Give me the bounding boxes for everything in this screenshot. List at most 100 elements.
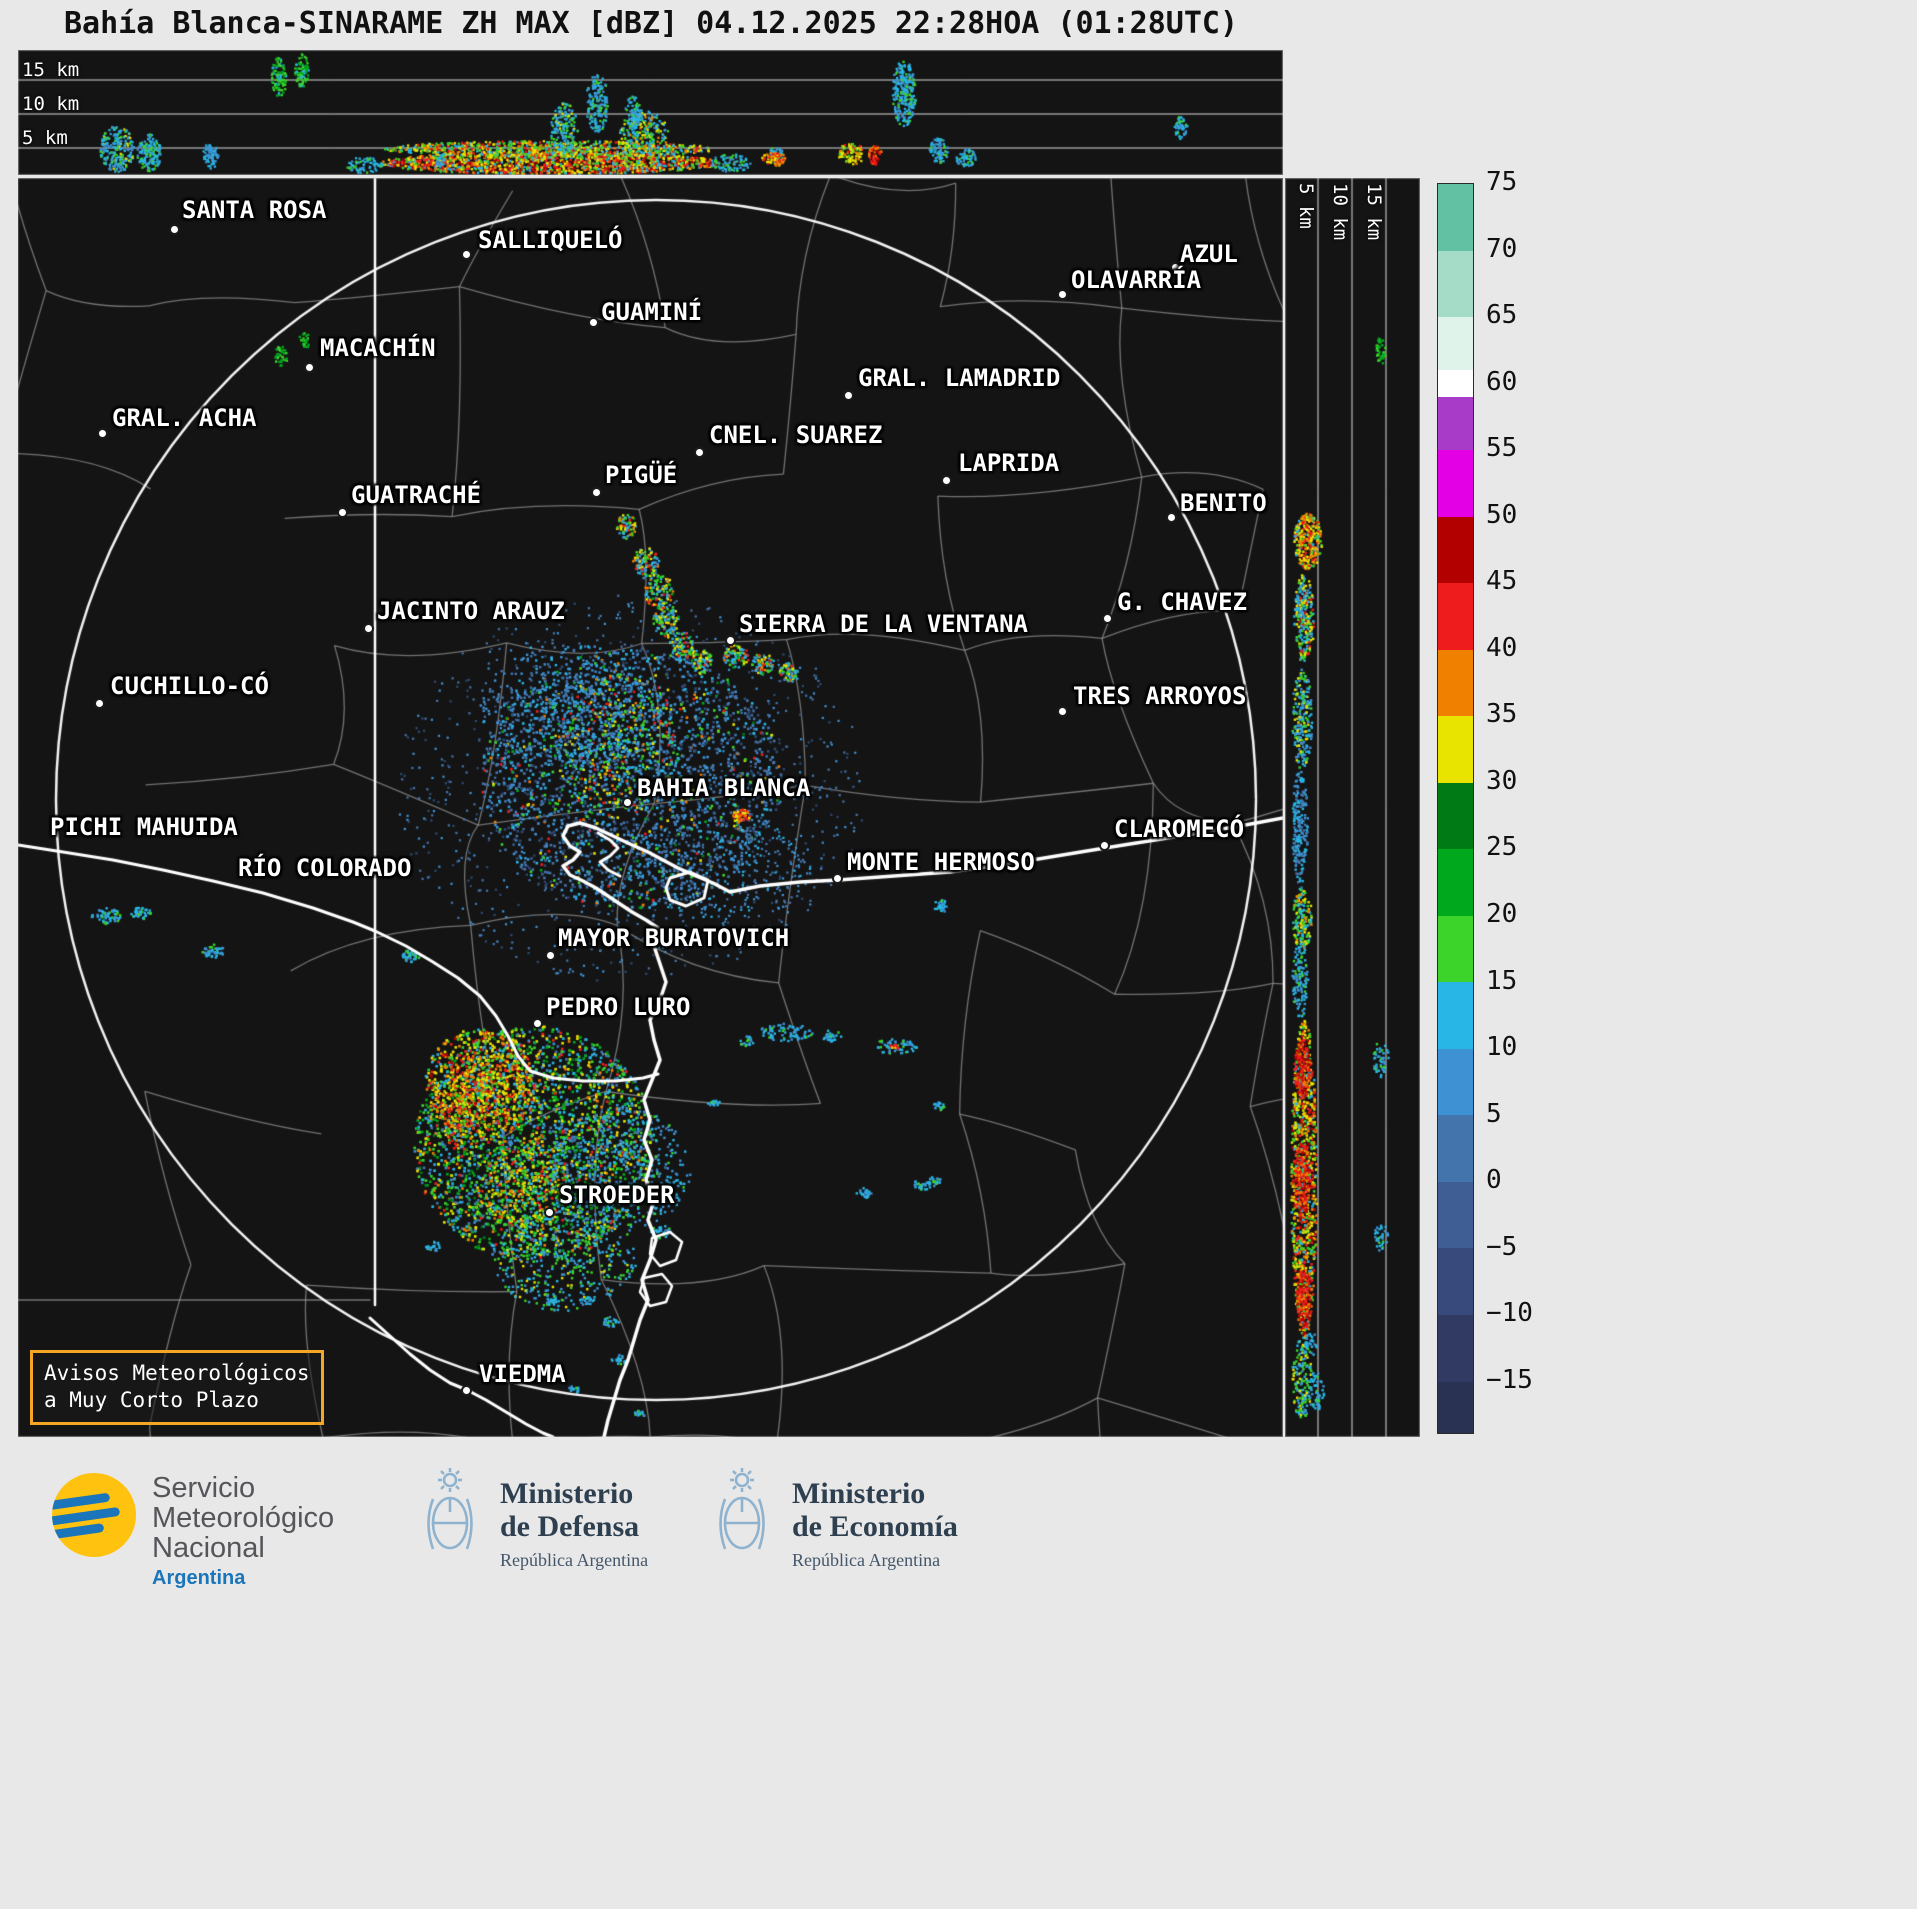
coat-of-arms-icon: [427, 1468, 473, 1550]
altitude-label-top-0: 15 km: [22, 59, 80, 81]
colorbar-block-19: [1438, 1381, 1473, 1433]
city-marker-viedma: [461, 1385, 472, 1396]
colorbar-tick-20: 20: [1486, 898, 1518, 929]
city-label-pedro-luro: PEDRO LURO: [546, 993, 691, 1021]
economia-line2: de Economía: [792, 1510, 958, 1543]
colorbar-block-5: [1438, 450, 1473, 517]
city-marker-jacinto-arauz: [363, 623, 374, 634]
city-marker-azul: [1170, 262, 1181, 273]
colorbar-block-12: [1438, 915, 1473, 983]
city-label-claromeco: CLAROMECÓ: [1114, 815, 1245, 843]
radar-map-panel: SANTA ROSA SALLIQUELÓ GUAMINÍ AZUL OLAVARRÍA…: [18, 178, 1283, 1437]
city-label-guamini: GUAMINÍ: [601, 298, 703, 326]
colorbar-tick-−5: −5: [1486, 1231, 1518, 1262]
top-cross-section-canvas: [18, 50, 1283, 175]
altitude-label-right-2: 15 km: [1363, 183, 1385, 241]
altitude-label-top-2: 5 km: [22, 127, 68, 149]
city-marker-salliquelo: [461, 249, 472, 260]
warning-box-line1: Avisos Meteorológicos: [44, 1361, 310, 1385]
colorbar-block-9: [1438, 716, 1473, 783]
dbz-colorbar-blocks: [1438, 184, 1473, 1433]
city-label-ri-o-colorado: RÍO COLORADO: [238, 854, 412, 882]
colorbar-block-15: [1438, 1115, 1473, 1182]
city-marker-benito: [1166, 512, 1177, 523]
ministerio-defensa-logo: Ministerio de Defensa República Argentin…: [420, 1465, 648, 1571]
city-label-pigu-e: PIGÜÉ: [605, 461, 678, 489]
city-label-gral-lamadrid: GRAL. LAMADRID: [858, 364, 1061, 392]
colorbar-tick-30: 30: [1486, 765, 1518, 796]
city-marker-cuchillo-co: [94, 698, 105, 709]
city-marker-olavarri-a: [1057, 289, 1068, 300]
city-label-salliquelo: SALLIQUELÓ: [478, 226, 623, 254]
city-marker-bahia-blanca: [622, 797, 633, 808]
altitude-label-right-1: 10 km: [1329, 183, 1351, 241]
top-cross-section-panel: 15 km 10 km 5 km: [18, 50, 1283, 175]
defensa-sub: República Argentina: [500, 1550, 649, 1570]
colorbar-tick-5: 5: [1486, 1098, 1502, 1129]
smn-logo-icon: [52, 1473, 136, 1557]
city-label-azul: AZUL: [1180, 240, 1238, 268]
colorbar-tick-75: 75: [1486, 167, 1518, 197]
altitude-label-right-0: 5 km: [1295, 183, 1317, 229]
colorbar-tick-10: 10: [1486, 1032, 1518, 1063]
colorbar-tick-−15: −15: [1486, 1364, 1533, 1395]
ministerio-economia-logo: Ministerio de Economía República Argenti…: [712, 1465, 958, 1571]
colorbar-block-3: [1438, 370, 1473, 397]
colorbar-tick-15: 15: [1486, 965, 1518, 996]
right-cross-section-canvas: [1285, 178, 1420, 1437]
colorbar-block-2: [1438, 317, 1473, 371]
economia-sub: República Argentina: [792, 1550, 941, 1570]
economia-line1: Ministerio: [792, 1477, 926, 1510]
colorbar-tick-60: 60: [1486, 366, 1518, 397]
city-marker-pigu-e: [591, 487, 602, 498]
city-label-gral-acha: GRAL. ACHA: [112, 404, 257, 432]
city-marker-mayor-buratovich: [545, 950, 556, 961]
city-label-tres-arroyos: TRES ARROYOS: [1073, 682, 1247, 710]
colorbar-tick-35: 35: [1486, 699, 1518, 730]
colorbar-block-11: [1438, 849, 1473, 916]
coat-of-arms-icon: [719, 1468, 765, 1550]
colorbar-tick-65: 65: [1486, 300, 1518, 331]
city-marker-pedro-luro: [532, 1018, 543, 1029]
colorbar-block-7: [1438, 583, 1473, 650]
smn-logo-text: Servicio Meteorológico Nacional Argentin…: [152, 1473, 334, 1589]
colorbar-tick-50: 50: [1486, 499, 1518, 530]
ministerio-economia-text: Ministerio de Economía República Argenti…: [792, 1465, 958, 1571]
city-label-monte-hermoso: MONTE HERMOSO: [847, 848, 1035, 876]
city-marker-macachi-n: [304, 362, 315, 373]
city-marker-g-chavez: [1102, 613, 1113, 624]
colorbar-block-17: [1438, 1248, 1473, 1316]
colorbar-block-4: [1438, 396, 1473, 451]
city-marker-tres-arroyos: [1057, 706, 1068, 717]
smn-text-line1: Servicio: [152, 1472, 256, 1504]
city-label-guatrache: GUATRACHÉ: [351, 481, 482, 509]
colorbar-tick-25: 25: [1486, 832, 1518, 863]
colorbar-block-18: [1438, 1315, 1473, 1382]
city-label-benito: BENITO: [1180, 489, 1267, 517]
smn-logo: Servicio Meteorológico Nacional Argentin…: [52, 1473, 334, 1589]
footer: Servicio Meteorológico Nacional Argentin…: [0, 1437, 1917, 1909]
city-label-santa-rosa: SANTA ROSA: [182, 196, 327, 224]
warning-box-link[interactable]: Avisos Meteorológicos a Muy Corto Plazo: [30, 1350, 324, 1425]
dbz-colorbar: [1437, 183, 1474, 1434]
city-marker-gral-lamadrid: [843, 390, 854, 401]
city-marker-claromeco: [1099, 840, 1110, 851]
city-marker-sierra-de-la-ventana: [725, 635, 736, 646]
smn-text-line2: Meteorológico: [152, 1502, 335, 1535]
city-label-laprida: LAPRIDA: [958, 449, 1060, 477]
city-marker-stroeder: [544, 1207, 555, 1218]
city-marker-laprida: [941, 475, 952, 486]
smn-text-country: Argentina: [152, 1567, 246, 1590]
city-label-macachi-n: MACACHÍN: [320, 334, 436, 362]
ministerio-defensa-text: Ministerio de Defensa República Argentin…: [500, 1465, 648, 1571]
city-marker-cnel-suarez: [694, 447, 705, 458]
city-label-pichi-mahuida: PICHI MAHUIDA: [50, 813, 238, 841]
colorbar-block-14: [1438, 1048, 1473, 1116]
city-label-stroeder: STROEDER: [559, 1181, 675, 1209]
city-label-olavarri-a: OLAVARRÍA: [1071, 266, 1202, 294]
city-marker-guatrache: [337, 507, 348, 518]
colorbar-block-13: [1438, 982, 1473, 1049]
city-label-cnel-suarez: CNEL. SUAREZ: [709, 421, 883, 449]
city-label-jacinto-arauz: JACINTO ARAUZ: [377, 597, 565, 625]
